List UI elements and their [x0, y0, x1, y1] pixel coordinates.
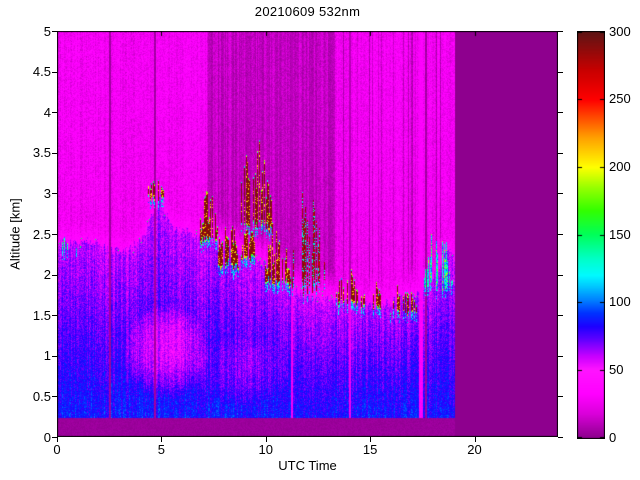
- tick-mark: [161, 437, 162, 442]
- tick-mark: [558, 275, 563, 276]
- colorbar: [577, 31, 605, 439]
- tick-mark: [52, 437, 57, 438]
- y-tick-label: 1.5: [32, 307, 51, 323]
- x-axis-label: UTC Time: [278, 458, 337, 473]
- tick-mark: [52, 396, 57, 397]
- tick-mark: [558, 193, 563, 194]
- colorbar-tick-label: 100: [609, 294, 631, 310]
- tick-mark: [52, 234, 57, 235]
- heatmap-plot-area: [57, 31, 558, 437]
- tick-mark: [52, 356, 57, 357]
- y-tick-label: 0.5: [32, 388, 51, 404]
- y-tick-label: 5: [43, 23, 51, 39]
- colorbar-tick-label: 300: [609, 23, 631, 39]
- tick-mark: [370, 437, 371, 442]
- tick-mark: [52, 153, 57, 154]
- tick-mark: [52, 275, 57, 276]
- tick-mark: [52, 193, 57, 194]
- tick-mark: [558, 153, 563, 154]
- tick-mark: [558, 112, 563, 113]
- x-tick-label: 0: [53, 442, 61, 457]
- x-tick-label: 20: [467, 442, 482, 457]
- colorbar-tick-label: 150: [609, 226, 631, 242]
- tick-mark: [558, 315, 563, 316]
- y-tick-label: 1: [43, 348, 51, 364]
- plot-title: 20210609 532nm: [254, 4, 361, 19]
- tick-mark: [558, 396, 563, 397]
- tick-mark: [52, 315, 57, 316]
- tick-mark: [52, 31, 57, 32]
- tick-mark: [558, 437, 563, 438]
- x-tick-label: 15: [362, 442, 378, 457]
- tick-mark: [475, 437, 476, 442]
- colorbar-tick-label: 200: [609, 158, 631, 174]
- tick-mark: [558, 31, 563, 32]
- y-tick-label: 0: [43, 429, 51, 445]
- colorbar-tick-label: 0: [609, 429, 617, 445]
- tick-mark: [52, 72, 57, 73]
- tick-mark: [558, 356, 563, 357]
- y-tick-label: 2: [43, 267, 51, 283]
- y-tick-label: 3.5: [32, 145, 51, 161]
- tick-mark: [558, 234, 563, 235]
- x-tick-label: 10: [258, 442, 273, 457]
- tick-mark: [558, 72, 563, 73]
- colorbar-tick-label: 50: [609, 361, 624, 377]
- y-tick-label: 4.5: [32, 64, 51, 80]
- tick-mark: [52, 112, 57, 113]
- tick-mark: [266, 437, 267, 442]
- y-tick-label: 2.5: [32, 226, 51, 242]
- x-tick-label: 5: [157, 442, 165, 457]
- y-tick-label: 3: [43, 185, 51, 201]
- colorbar-tick-label: 250: [609, 91, 631, 107]
- y-tick-label: 4: [43, 104, 51, 120]
- tick-mark: [57, 437, 58, 442]
